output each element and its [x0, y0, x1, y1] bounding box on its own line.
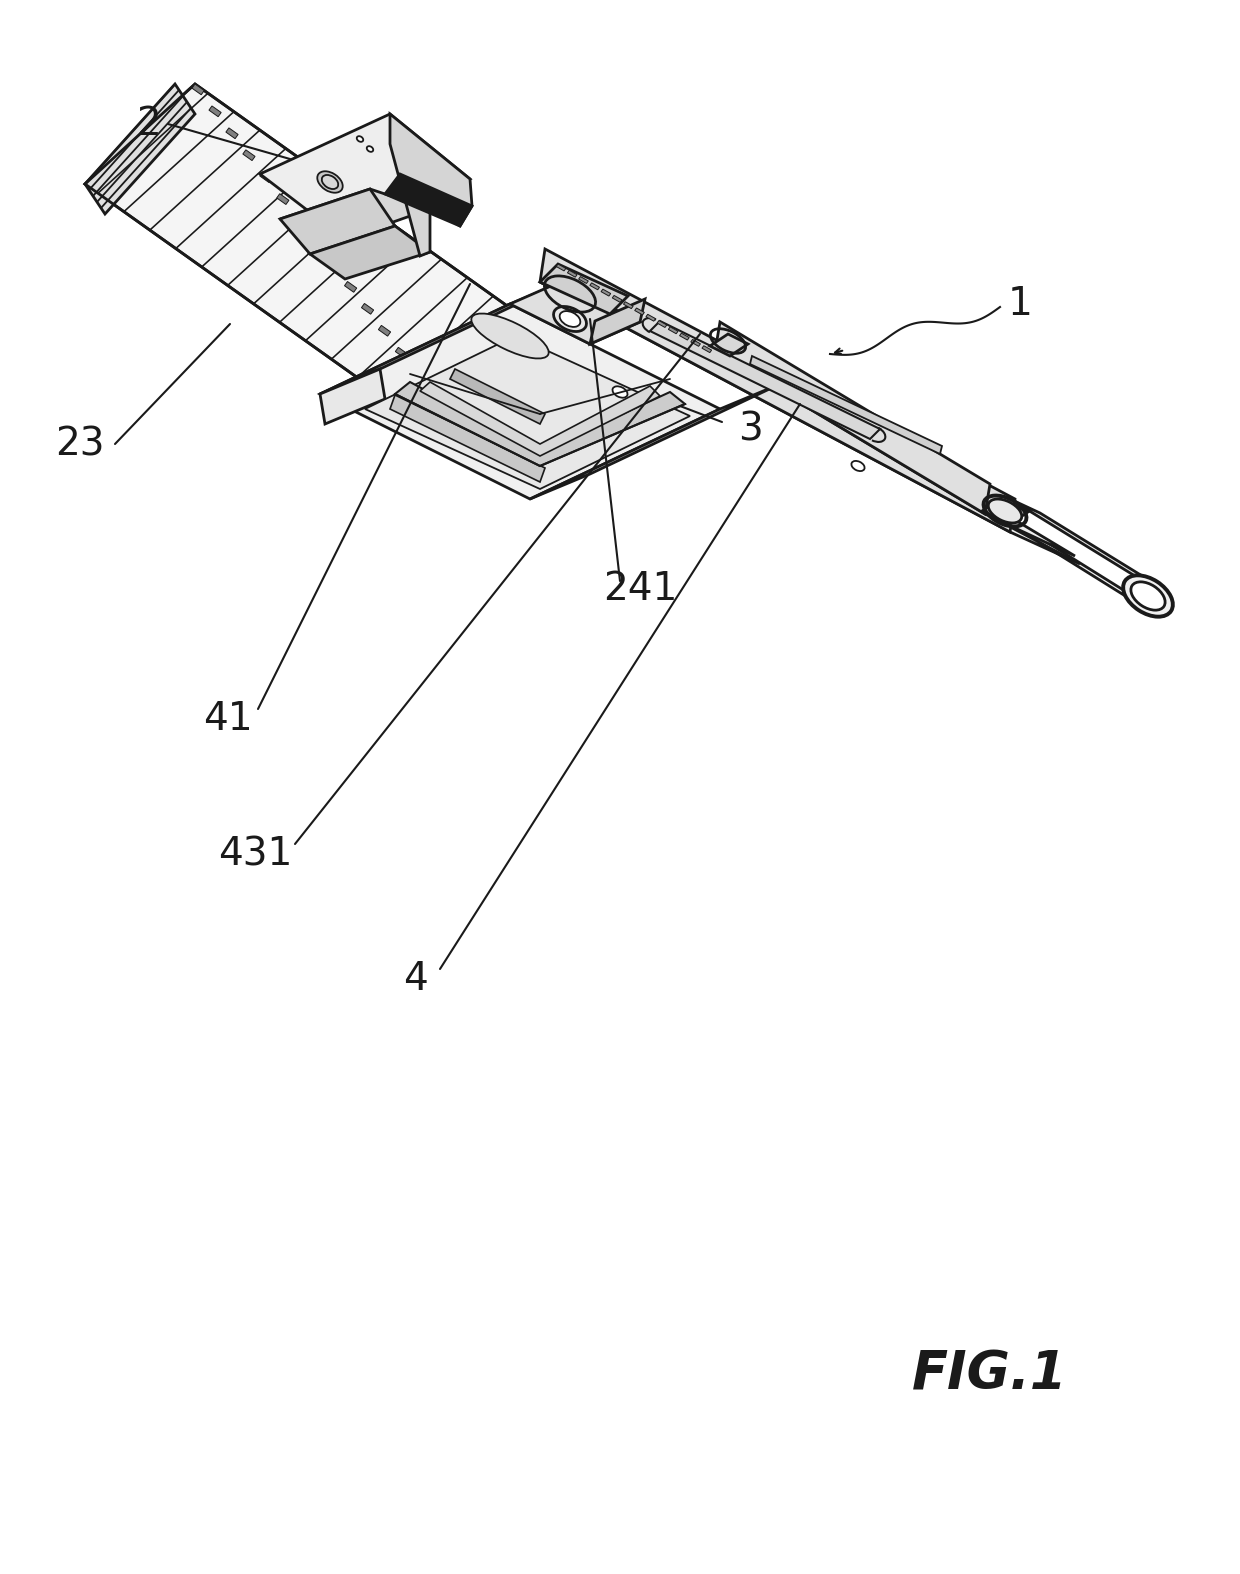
- Polygon shape: [657, 321, 667, 327]
- Polygon shape: [715, 353, 1075, 556]
- Polygon shape: [429, 392, 441, 401]
- Polygon shape: [480, 456, 492, 467]
- Polygon shape: [463, 434, 475, 445]
- Ellipse shape: [613, 386, 627, 398]
- Polygon shape: [668, 327, 678, 334]
- Polygon shape: [568, 271, 577, 277]
- Polygon shape: [310, 227, 430, 279]
- Polygon shape: [590, 283, 599, 290]
- Polygon shape: [1011, 524, 1166, 615]
- Polygon shape: [294, 216, 306, 227]
- Polygon shape: [259, 172, 272, 183]
- Polygon shape: [280, 189, 430, 239]
- Ellipse shape: [988, 499, 1022, 523]
- Polygon shape: [243, 150, 255, 161]
- Text: 41: 41: [203, 700, 253, 738]
- Polygon shape: [86, 83, 610, 478]
- Ellipse shape: [317, 172, 342, 192]
- Text: 2: 2: [135, 105, 160, 143]
- Ellipse shape: [367, 146, 373, 151]
- Text: 4: 4: [403, 960, 428, 998]
- Polygon shape: [711, 334, 748, 356]
- Polygon shape: [539, 264, 627, 313]
- Polygon shape: [327, 260, 340, 271]
- Polygon shape: [691, 340, 701, 346]
- Polygon shape: [260, 113, 470, 239]
- Polygon shape: [420, 382, 660, 456]
- Polygon shape: [320, 304, 720, 499]
- Polygon shape: [510, 282, 640, 345]
- Polygon shape: [378, 326, 391, 337]
- Polygon shape: [450, 368, 546, 423]
- Polygon shape: [650, 321, 880, 439]
- Text: 241: 241: [603, 570, 677, 608]
- Polygon shape: [345, 282, 357, 293]
- Polygon shape: [391, 395, 546, 482]
- Polygon shape: [702, 346, 712, 353]
- Polygon shape: [280, 189, 396, 253]
- Ellipse shape: [1131, 582, 1166, 611]
- Polygon shape: [391, 113, 472, 257]
- Polygon shape: [361, 304, 373, 315]
- Polygon shape: [320, 279, 570, 394]
- Polygon shape: [529, 384, 780, 499]
- Polygon shape: [590, 299, 645, 345]
- Polygon shape: [277, 194, 289, 205]
- Polygon shape: [750, 356, 942, 453]
- Polygon shape: [210, 105, 221, 116]
- Polygon shape: [646, 315, 656, 321]
- Polygon shape: [384, 175, 472, 227]
- Text: FIG.1: FIG.1: [913, 1347, 1068, 1399]
- Ellipse shape: [471, 313, 548, 359]
- Polygon shape: [680, 334, 689, 340]
- Polygon shape: [365, 335, 689, 490]
- Polygon shape: [601, 290, 611, 296]
- Polygon shape: [446, 412, 459, 423]
- Text: 23: 23: [56, 425, 104, 463]
- Ellipse shape: [1123, 576, 1173, 617]
- Polygon shape: [982, 499, 1028, 524]
- Text: 1: 1: [1008, 285, 1033, 323]
- Polygon shape: [624, 302, 634, 309]
- Polygon shape: [613, 296, 622, 302]
- Ellipse shape: [559, 312, 580, 327]
- Polygon shape: [396, 348, 408, 359]
- Polygon shape: [192, 83, 205, 94]
- Text: 431: 431: [218, 834, 293, 874]
- Polygon shape: [1011, 499, 1166, 590]
- Ellipse shape: [321, 175, 339, 189]
- Polygon shape: [539, 249, 1016, 532]
- Polygon shape: [635, 309, 645, 315]
- Polygon shape: [320, 368, 384, 423]
- Polygon shape: [412, 370, 424, 379]
- Polygon shape: [715, 323, 990, 515]
- Polygon shape: [539, 282, 1080, 563]
- Polygon shape: [396, 382, 684, 466]
- Ellipse shape: [357, 137, 363, 142]
- Ellipse shape: [852, 461, 864, 471]
- Polygon shape: [86, 83, 195, 214]
- Ellipse shape: [553, 307, 587, 332]
- Polygon shape: [557, 264, 565, 271]
- Text: 3: 3: [738, 409, 763, 449]
- Polygon shape: [226, 127, 238, 139]
- Polygon shape: [310, 238, 322, 249]
- Polygon shape: [579, 277, 588, 283]
